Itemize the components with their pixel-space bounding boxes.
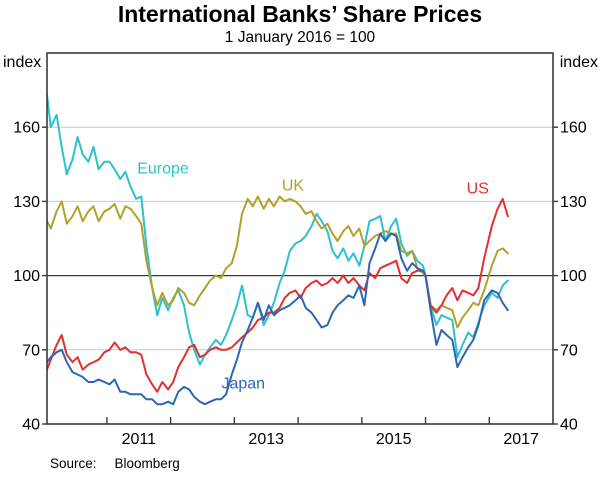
y-tick-label-right: 100 <box>560 268 587 285</box>
europe-series-label: Europe <box>137 161 189 178</box>
y-tick-label-right: 70 <box>560 342 578 359</box>
y-tick-label-right: 40 <box>560 417 578 434</box>
us-series-label: US <box>467 181 489 198</box>
y-tick-label-left: 160 <box>13 120 40 137</box>
y-tick-label-left: 100 <box>13 268 40 285</box>
chart-subtitle: 1 January 2016 = 100 <box>224 29 376 46</box>
y-tick-label-left: 40 <box>22 417 40 434</box>
europe-line <box>47 94 509 366</box>
y-tick-label-right: 160 <box>560 120 587 137</box>
source-value: Bloomberg <box>114 456 180 471</box>
y-tick-label-left: 130 <box>13 194 40 211</box>
y-tick-label-left: 70 <box>22 342 40 359</box>
japan-series-label: Japan <box>221 375 265 392</box>
left-axis-unit-label: index <box>3 54 42 71</box>
x-tick-label: 2017 <box>503 431 539 448</box>
x-tick-label: 2011 <box>122 431 157 448</box>
x-tick-label: 2013 <box>248 431 284 448</box>
right-axis-unit-label: index <box>559 54 598 71</box>
uk-series-label: UK <box>282 178 305 195</box>
y-tick-label-right: 130 <box>560 194 587 211</box>
plot-frame <box>46 52 554 425</box>
source-note: Source: Bloomberg <box>50 456 180 471</box>
x-tick-label: 2015 <box>376 431 412 448</box>
us-line <box>47 197 509 393</box>
chart-title: International Banks’ Share Prices <box>117 1 483 27</box>
source-label: Source: <box>50 456 97 471</box>
japan-line <box>47 232 509 406</box>
